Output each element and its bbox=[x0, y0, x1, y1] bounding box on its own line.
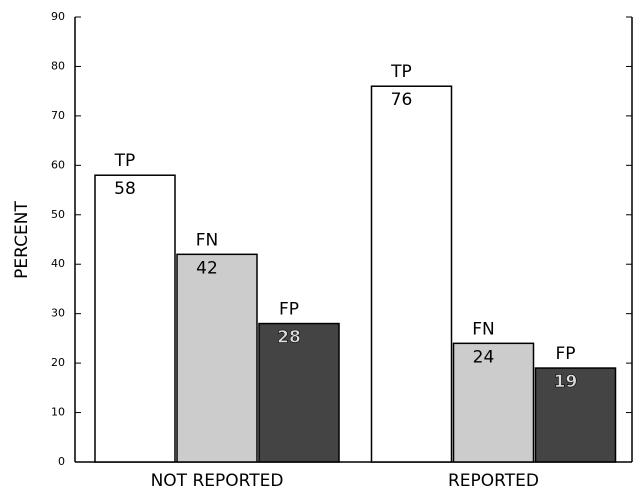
y-axis-label: PERCENT bbox=[12, 201, 32, 279]
y-tick-label: 70 bbox=[51, 109, 65, 122]
value-label: 19 bbox=[554, 372, 578, 392]
y-tick-label: 40 bbox=[51, 257, 65, 270]
x-tick-label: NOT REPORTED bbox=[151, 471, 284, 491]
y-tick-label: 50 bbox=[51, 208, 65, 221]
bar bbox=[258, 322, 340, 463]
series-label: TP bbox=[390, 62, 412, 82]
y-tick-label: 90 bbox=[51, 10, 65, 23]
y-tick-label: 30 bbox=[51, 307, 65, 320]
value-label: 42 bbox=[196, 258, 218, 278]
value-label: 76 bbox=[391, 90, 413, 110]
series-label: TP bbox=[114, 151, 136, 171]
y-tick-label: 10 bbox=[51, 406, 65, 419]
y-tick-label: 80 bbox=[51, 59, 65, 72]
value-label: 24 bbox=[473, 347, 495, 367]
series-label: FP bbox=[279, 300, 299, 320]
value-label: 58 bbox=[114, 179, 136, 199]
x-tick-label: REPORTED bbox=[448, 471, 539, 491]
series-label: FP bbox=[555, 344, 575, 364]
y-tick-label: 20 bbox=[51, 356, 65, 369]
bar bbox=[176, 253, 258, 463]
value-label: 28 bbox=[277, 328, 301, 348]
y-tick-label: 0 bbox=[58, 455, 65, 468]
bar bbox=[534, 367, 617, 463]
bar bbox=[94, 174, 176, 463]
bar bbox=[452, 342, 535, 463]
series-label: FN bbox=[196, 230, 219, 250]
bar bbox=[370, 85, 453, 463]
y-tick-label: 60 bbox=[51, 158, 65, 171]
series-label: FN bbox=[472, 319, 495, 339]
